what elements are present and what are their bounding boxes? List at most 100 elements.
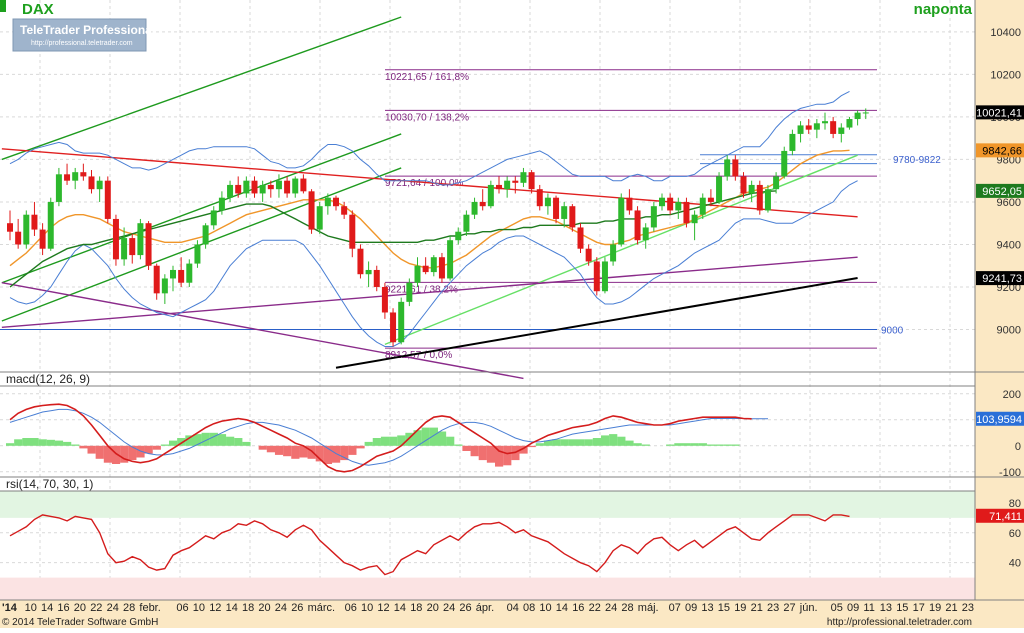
candle-up: [618, 197, 625, 245]
price-value-label: 9241,73: [982, 273, 1022, 285]
candle-down: [31, 214, 38, 230]
macd-histogram-bar: [715, 444, 724, 446]
date-label: 26: [291, 602, 303, 614]
candle-down: [528, 172, 535, 190]
candle-down: [585, 248, 592, 262]
candle-up: [822, 121, 828, 124]
macd-histogram-bar: [690, 443, 699, 446]
candle-down: [634, 210, 641, 241]
candle-up: [243, 180, 250, 194]
rsi-overbought-zone: [0, 491, 975, 518]
candle-down: [381, 286, 388, 313]
candle-down: [112, 218, 119, 260]
macd-histogram-bar: [592, 438, 601, 446]
zone-annotation: 9780-9822: [893, 155, 941, 166]
price-tick-label: 9000: [997, 324, 1021, 336]
macd-histogram-bar: [503, 445, 512, 466]
fib-level-label: 10221,65 / 161,8%: [385, 72, 469, 83]
candle-down: [756, 184, 763, 211]
macd-histogram-bar: [95, 445, 104, 459]
date-label: 08: [523, 602, 535, 614]
macd-histogram-bar: [405, 432, 414, 446]
date-label: 07: [669, 602, 681, 614]
macd-histogram-bar: [63, 441, 72, 446]
price-tick-label: 9400: [997, 239, 1021, 251]
macd-histogram-bar: [144, 445, 153, 454]
candle-up: [447, 240, 454, 279]
candle-down: [683, 201, 690, 224]
candle-up: [504, 180, 511, 190]
price-tick-label: 10200: [990, 69, 1021, 81]
bollinger-upper: [9, 90, 850, 186]
macd-histogram-bar: [87, 445, 96, 454]
macd-histogram-bar: [169, 440, 178, 446]
date-label: 10: [193, 602, 205, 614]
date-label: '14: [2, 602, 18, 614]
macd-histogram-bar: [128, 445, 137, 461]
price-value-label: 9842,66: [982, 145, 1022, 157]
candle-down: [104, 180, 111, 219]
logo-box: [12, 18, 147, 52]
candle-down: [15, 231, 22, 245]
date-label: 26: [459, 602, 471, 614]
macd-histogram-bar: [609, 434, 618, 446]
date-label: 05: [831, 602, 843, 614]
date-label: 24: [605, 602, 617, 614]
candle-down: [390, 312, 397, 343]
candle-down: [341, 206, 348, 215]
date-label: 12: [209, 602, 221, 614]
macd-histogram-bar: [454, 444, 463, 446]
trendline: [1, 256, 858, 329]
logo-url: http://professional.teletrader.com: [31, 40, 133, 47]
macd-histogram-bar: [46, 439, 55, 446]
candle-down: [577, 227, 584, 249]
date-label: 15: [896, 602, 908, 614]
date-axis: '14 10 14 16 20 22 24 28 febr. 06 10 12 14 18 20 24 26 má…: [2, 602, 974, 614]
candle-up: [773, 176, 780, 190]
macd-histogram-bar: [54, 440, 64, 446]
rsi-value-label: 71,411: [989, 511, 1022, 523]
candle-up: [675, 201, 682, 211]
candle-up: [764, 189, 771, 211]
candle-down: [479, 201, 486, 207]
macd-histogram-bar: [380, 436, 390, 446]
macd-histogram-bar: [217, 434, 227, 446]
macd-histogram-bar: [364, 441, 373, 446]
candle-up: [797, 125, 804, 134]
footer-url: http://professional.teletrader.com: [827, 617, 972, 628]
candle-up: [210, 210, 217, 226]
candle-down: [64, 174, 71, 181]
date-label: 23: [767, 602, 779, 614]
price-tick-label: 9600: [997, 197, 1021, 209]
trendline: [1, 148, 858, 218]
candle-down: [740, 176, 747, 194]
date-label: 13: [880, 602, 892, 614]
macd-histogram-bar: [706, 444, 716, 446]
macd-histogram-bar: [641, 444, 650, 446]
date-label: 14: [556, 602, 568, 614]
macd-histogram-bar: [234, 438, 243, 446]
macd-histogram-bar: [437, 431, 447, 446]
date-label: 16: [572, 602, 584, 614]
date-label: 11: [863, 602, 874, 614]
macd-histogram-bar: [527, 445, 536, 448]
macd-histogram-bar: [291, 445, 300, 459]
candle-up: [862, 112, 869, 114]
date-label: 24: [107, 602, 119, 614]
rsi-oversold-zone: [0, 577, 975, 600]
macd-histogram-bar: [226, 436, 235, 446]
macd-histogram-bar: [625, 440, 634, 446]
macd-histogram-bar: [674, 443, 683, 446]
macd-histogram-bar: [666, 444, 675, 446]
macd-histogram-bar: [429, 427, 438, 446]
rsi-line: [9, 514, 850, 576]
date-label: 10: [361, 602, 373, 614]
candle-up: [121, 238, 128, 260]
candle-down: [88, 176, 95, 190]
date-label: 06: [176, 602, 188, 614]
candle-up: [55, 174, 62, 202]
period-label: naponta: [914, 1, 973, 18]
candle-up: [137, 223, 144, 256]
macd-tick-label: 0: [1015, 441, 1021, 453]
